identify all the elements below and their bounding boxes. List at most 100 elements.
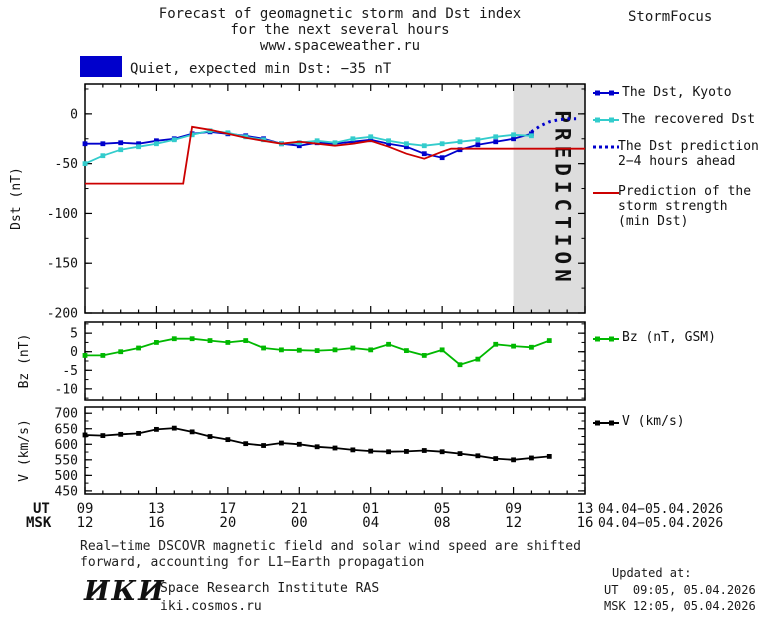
propagation-note-line-1: Real−time DSCOVR magnetic field and sola…: [80, 539, 581, 554]
data-point: [189, 132, 195, 138]
y-tick-label: 600: [55, 438, 78, 453]
data-point: [529, 344, 534, 350]
series-the-recovered-dst: [84, 129, 532, 165]
data-point: [421, 143, 427, 149]
data-point: [118, 147, 124, 153]
brand-stormfocus: StormFocus: [628, 9, 713, 25]
data-point: [493, 456, 499, 461]
data-point: [457, 451, 463, 457]
propagation-note: Real−time DSCOVR magnetic field and sola…: [80, 539, 581, 571]
data-point: [475, 453, 481, 459]
data-point: [136, 141, 141, 147]
data-point: [261, 443, 266, 448]
data-point: [529, 455, 534, 461]
data-point: [189, 429, 195, 435]
y-tick-label: -50: [55, 157, 78, 172]
data-point: [136, 431, 141, 436]
data-point: [118, 431, 124, 437]
y-tick-label: -150: [47, 257, 78, 272]
data-point: [404, 449, 409, 454]
data-point: [457, 362, 463, 368]
data-point: [100, 141, 106, 147]
data-point: [421, 151, 427, 157]
panel-frame: [84, 321, 586, 401]
data-point: [154, 426, 159, 432]
date-range-msk: 04.04−05.04.2026: [598, 516, 723, 531]
y-tick-label: 700: [55, 407, 78, 422]
data-point: [296, 140, 302, 146]
x-tick-label-ut: 09: [77, 501, 94, 517]
data-point: [100, 153, 106, 159]
x-tick-label-ut: 09: [505, 501, 522, 517]
data-point: [439, 449, 445, 455]
y-tick-label: 550: [55, 453, 78, 468]
data-point: [332, 445, 338, 451]
data-point: [546, 454, 552, 459]
y-tick-label: -5: [62, 364, 78, 379]
data-point: [511, 457, 516, 463]
data-point: [475, 137, 481, 143]
data-point: [154, 340, 159, 345]
x-tick-label-ut: 21: [291, 501, 308, 517]
data-point: [421, 353, 427, 358]
data-point: [350, 136, 356, 142]
data-point: [493, 139, 499, 145]
data-point: [189, 336, 195, 342]
data-point: [296, 143, 302, 149]
y-axis-title: Dst (nT): [9, 167, 24, 230]
x-tick-label-msk: 04: [362, 515, 379, 531]
title-line-1: Forecast of geomagnetic storm and Dst in…: [158, 6, 522, 22]
data-point: [171, 425, 177, 431]
y-tick-label: -10: [55, 382, 78, 397]
data-point: [118, 349, 124, 355]
status-swatch: [80, 56, 122, 77]
data-point: [136, 144, 141, 150]
data-point: [368, 137, 374, 143]
y-tick-label: 0: [70, 345, 78, 360]
data-point: [386, 341, 391, 347]
updated-ut-time: UT 09:05, 05.04.2026: [604, 583, 756, 597]
x-tick-label-msk: 00: [291, 515, 308, 531]
data-point: [386, 449, 391, 455]
x-tick-label-msk: 20: [219, 515, 236, 531]
data-point: [154, 141, 159, 147]
x-tick-label-ut: 13: [148, 501, 165, 517]
panel-frame: [84, 83, 586, 314]
data-point: [511, 132, 516, 138]
data-point: [475, 356, 481, 362]
y-tick-label: 0: [70, 107, 78, 122]
data-point: [404, 348, 409, 353]
x-tick-label-msk: 16: [148, 515, 165, 531]
legend-label-dst-prediction: The Dst prediction 2−4 hours ahead: [618, 139, 759, 169]
legend-label-recovered-dst: The recovered Dst: [622, 112, 756, 127]
title-line-3-url: www.spaceweather.ru: [259, 38, 421, 54]
data-point: [511, 343, 516, 349]
data-point: [368, 448, 374, 454]
date-range-ut: 04.04−05.04.2026: [598, 502, 723, 517]
data-point: [493, 134, 499, 140]
legend-label-dst-kyoto: The Dst, Kyoto: [622, 85, 732, 100]
data-point: [171, 336, 177, 342]
x-tick-label-ut: 01: [362, 501, 379, 517]
y-tick-label: -200: [47, 307, 78, 322]
data-point: [457, 147, 463, 153]
data-point: [100, 353, 106, 358]
data-point: [332, 140, 338, 146]
updated-at-label: Updated at:: [612, 566, 692, 580]
y-tick-label: 5: [70, 327, 78, 342]
data-point: [82, 353, 88, 358]
data-point: [82, 161, 88, 167]
data-point: [386, 141, 391, 147]
data-point: [171, 137, 177, 143]
institute-site-link[interactable]: iki.cosmos.ru: [160, 599, 262, 614]
data-point: [511, 136, 516, 142]
institute-name: Space Research Institute RAS: [160, 581, 380, 596]
data-point: [439, 347, 445, 353]
msk-row-header: MSK: [26, 515, 52, 531]
ut-row-header: UT: [33, 501, 50, 517]
data-point: [243, 134, 249, 140]
data-point: [154, 138, 159, 144]
legend-swatch-v: [593, 420, 619, 426]
series-the-dst-kyoto: [85, 130, 532, 159]
data-point: [350, 139, 356, 145]
